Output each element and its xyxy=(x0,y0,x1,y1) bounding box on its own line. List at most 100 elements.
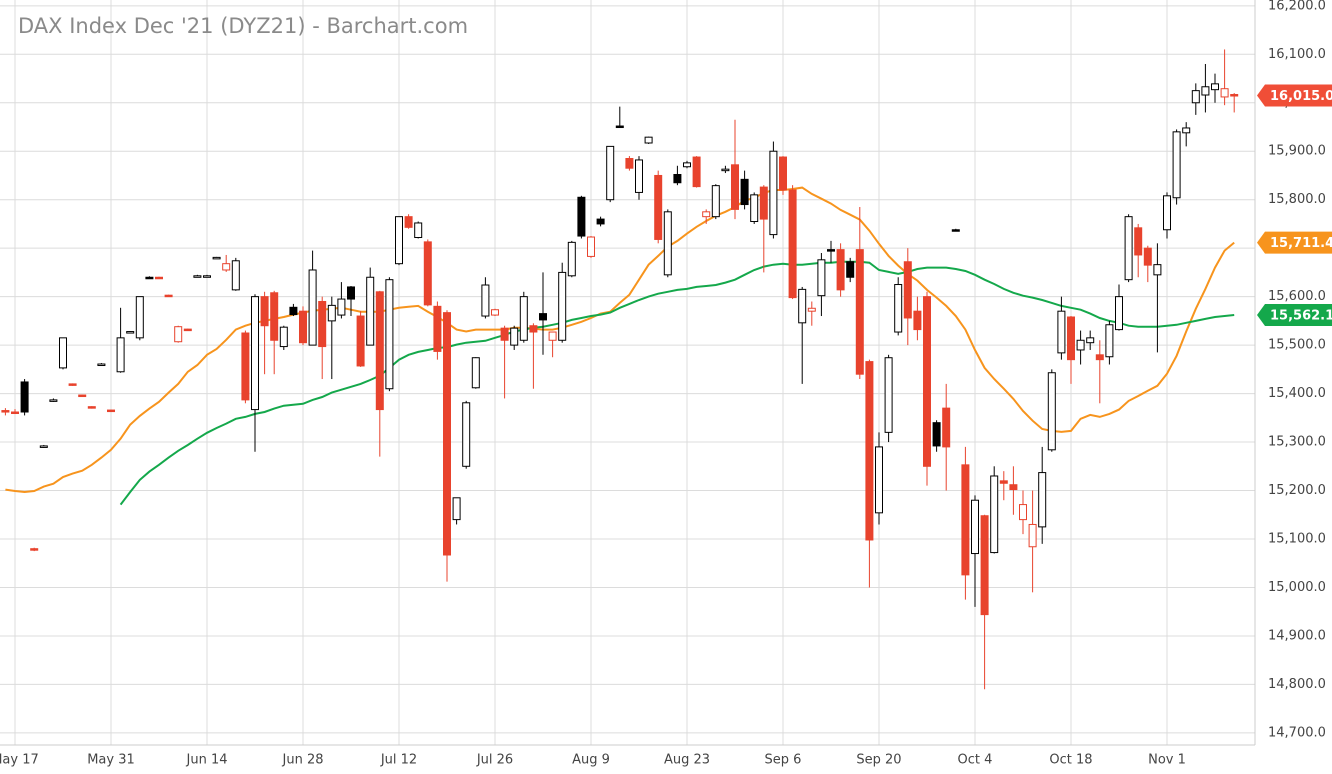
candle-body xyxy=(87,406,96,409)
candle-body xyxy=(510,327,519,346)
candle-body xyxy=(980,515,989,616)
candle-body xyxy=(1143,247,1152,266)
y-tick-label: 16,200.0 xyxy=(1268,0,1326,13)
x-tick-label: Jun 14 xyxy=(186,753,228,768)
candle-body xyxy=(1153,264,1162,276)
candle-body xyxy=(452,497,461,521)
y-tick-label: 14,800.0 xyxy=(1268,677,1326,692)
candle-body xyxy=(971,499,979,555)
candle-body xyxy=(769,150,778,236)
candle-body xyxy=(1201,86,1210,96)
candle-body xyxy=(366,276,375,346)
x-tick-label: Aug 23 xyxy=(664,753,710,768)
candle-body xyxy=(1086,337,1095,344)
candle-body xyxy=(203,275,211,278)
candle-body xyxy=(673,173,682,184)
candle-body xyxy=(654,174,663,240)
x-tick-label: Oct 4 xyxy=(958,753,993,768)
moving-average-line xyxy=(119,260,1235,506)
candle-body xyxy=(414,222,423,239)
candle-body xyxy=(212,256,221,260)
candle-body xyxy=(606,145,615,201)
candle-body xyxy=(11,411,19,415)
candle-body xyxy=(289,306,298,316)
candle-body xyxy=(481,284,490,317)
candle-body xyxy=(491,309,499,316)
candle-body xyxy=(1019,504,1027,521)
candle-body xyxy=(702,211,711,218)
candle-body xyxy=(807,307,816,312)
x-tick-label: May 31 xyxy=(87,753,135,768)
x-tick-label: Jun 28 xyxy=(282,753,324,768)
candle-body xyxy=(1182,127,1191,134)
candle-body xyxy=(193,275,202,278)
candle-body xyxy=(164,294,173,298)
candle-body xyxy=(251,296,259,411)
candle-body xyxy=(855,249,864,375)
candle-body xyxy=(951,229,960,232)
candle-body xyxy=(183,328,192,332)
last-value-tag xyxy=(1257,231,1332,254)
candle-body xyxy=(471,357,480,389)
x-tick-label: Sep 20 xyxy=(856,753,901,768)
candle-body xyxy=(865,361,874,541)
candle-body xyxy=(961,464,970,576)
candle-body xyxy=(711,185,720,218)
candle-body xyxy=(663,211,672,276)
candle-body xyxy=(1230,94,1239,97)
x-tick-label: Oct 18 xyxy=(1049,753,1092,768)
candle-body xyxy=(1067,316,1075,361)
candle-body xyxy=(97,363,106,367)
candle-body xyxy=(260,296,269,327)
candle-body xyxy=(731,164,739,210)
candle-body xyxy=(817,259,826,297)
chart-title: DAX Index Dec '21 (DYZ21) - Barchart.com xyxy=(18,14,468,38)
candle-body xyxy=(942,407,951,448)
candle-body xyxy=(635,159,643,193)
candle-body xyxy=(222,263,231,271)
candle-body xyxy=(318,300,327,348)
candle-body xyxy=(529,325,538,333)
y-tick-label: 15,600.0 xyxy=(1268,289,1326,304)
candle-body xyxy=(462,402,471,467)
moving-average-line xyxy=(5,186,1235,494)
y-tick-label: 14,900.0 xyxy=(1268,628,1326,643)
candle-body xyxy=(308,269,317,346)
candle-body xyxy=(500,327,509,341)
candle-body xyxy=(347,286,355,300)
candle-body xyxy=(1038,472,1047,528)
candle-body xyxy=(692,156,701,188)
candle-body xyxy=(788,189,797,299)
candle-body xyxy=(1172,131,1181,199)
candle-body xyxy=(1115,296,1123,331)
candle-body xyxy=(270,292,279,341)
candle-body xyxy=(135,296,144,339)
y-tick-label: 15,400.0 xyxy=(1268,386,1326,401)
last-value-label: 15,562.1 xyxy=(1270,309,1332,324)
candle-body xyxy=(923,296,931,467)
candle-body xyxy=(884,357,893,433)
candle-body xyxy=(39,445,48,448)
candle-body xyxy=(894,284,903,333)
last-value-tag xyxy=(1257,84,1332,107)
candle-body xyxy=(299,310,307,344)
candle-body xyxy=(1047,372,1056,451)
candle-body xyxy=(1191,90,1200,104)
candle-body xyxy=(443,312,451,556)
x-tick-label: Jul 12 xyxy=(380,753,417,768)
candle-body xyxy=(241,332,250,401)
candle-body xyxy=(433,305,442,352)
y-tick-label: 14,700.0 xyxy=(1268,725,1326,740)
candle-body xyxy=(827,249,835,252)
candle-body xyxy=(231,260,240,291)
last-value-label: 15,711.4 xyxy=(1270,236,1332,251)
x-tick-label: Sep 6 xyxy=(765,753,802,768)
candle-body xyxy=(577,196,586,237)
candle-body xyxy=(1124,216,1133,281)
candle-body xyxy=(78,394,87,398)
candle-body xyxy=(375,291,384,411)
y-tick-label: 15,100.0 xyxy=(1268,531,1326,546)
candle-body xyxy=(337,298,346,316)
candle-body xyxy=(49,399,58,402)
